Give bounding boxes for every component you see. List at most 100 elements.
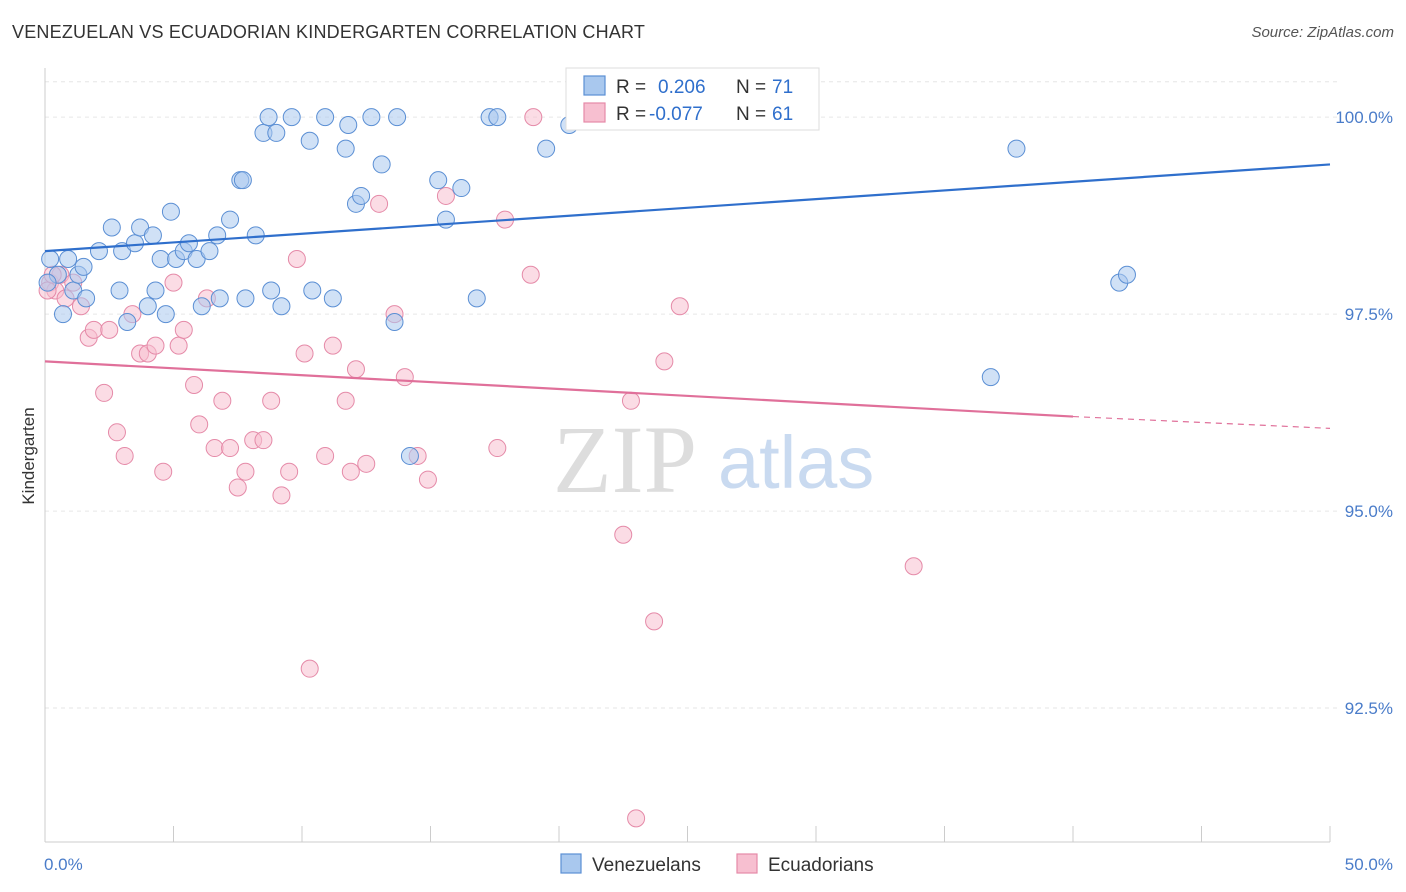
ecuadorian-point-18 — [169, 336, 188, 355]
venezuelan-point-58 — [488, 108, 507, 127]
ecuadorian-point-51 — [524, 108, 543, 127]
venezuelan-point-12 — [118, 313, 137, 331]
ecuadorian-point-19 — [174, 320, 193, 339]
ecuadorian-point-38 — [336, 391, 355, 410]
ecuadorian-point-15 — [146, 336, 165, 355]
y-tick-label-0: 92.5% — [1345, 699, 1393, 718]
venezuelan-point-55 — [452, 179, 471, 198]
venezuelan-point-40 — [300, 131, 319, 150]
venezuelan-point-59 — [537, 139, 556, 158]
ecuadorian-point-24 — [213, 391, 232, 410]
venezuelans-points — [38, 108, 1136, 465]
x-tick-label-1: 50.0% — [1345, 855, 1393, 874]
venezuelan-point-41 — [303, 281, 322, 300]
venezuelan-point-8 — [89, 242, 108, 261]
venezuelan-point-32 — [236, 289, 255, 308]
ecuadorian-point-37 — [323, 336, 342, 355]
venezuelan-point-6 — [74, 257, 93, 276]
ecuadorian-point-46 — [418, 470, 437, 489]
legend-swatch-ecuadorians — [583, 102, 606, 123]
legend-r-value-ecuadorians: -0.077 — [649, 104, 703, 125]
legend-n-label-venezuelans: N = — [736, 77, 766, 98]
correlation-legend: R = 0.206 N = 71 R = -0.077 N = 61 — [565, 67, 820, 131]
ecuadorian-point-11 — [115, 446, 134, 465]
venezuelan-point-18 — [151, 249, 170, 268]
venezuelan-point-64 — [1007, 139, 1026, 158]
ecuadorian-point-8 — [95, 383, 114, 402]
venezuelan-point-37 — [267, 123, 286, 142]
y-tick-label-2: 97.5% — [1345, 305, 1393, 324]
venezuelan-point-33 — [246, 226, 265, 245]
watermark-atlas: atlas — [718, 421, 874, 504]
venezuelan-point-16 — [143, 226, 162, 245]
venezuelan-point-35 — [259, 108, 278, 127]
x-tick-label-0: 0.0% — [44, 855, 83, 874]
venezuelan-point-50 — [385, 313, 404, 331]
venezuelan-point-52 — [400, 446, 419, 465]
venezuelan-point-51 — [388, 108, 407, 127]
ecuadorian-point-36 — [316, 446, 335, 465]
legend-r-value-venezuelans: 0.206 — [658, 77, 706, 98]
ecuadorians-trend-extension — [1072, 415, 1331, 429]
venezuelan-point-15 — [138, 297, 157, 316]
venezuelan-point-45 — [339, 116, 358, 135]
bottom-legend-venezuelans: Venezuelans — [592, 855, 701, 876]
legend-n-value-ecuadorians: 61 — [772, 104, 793, 125]
watermark: ZIP atlas — [553, 406, 874, 513]
venezuelan-point-42 — [316, 108, 335, 127]
ecuadorian-point-48 — [488, 439, 507, 458]
source-note: Source: ZipAtlas.com — [1251, 24, 1394, 41]
venezuelan-point-10 — [110, 281, 129, 300]
ecuadorian-point-55 — [645, 612, 664, 631]
chart-title: VENEZUELAN VS ECUADORIAN KINDERGARTEN CO… — [12, 22, 646, 42]
venezuelan-point-20 — [161, 202, 180, 221]
venezuelan-point-31 — [233, 171, 252, 190]
venezuelan-point-39 — [282, 108, 301, 127]
legend-r-label-ecuadorians: R = — [616, 104, 646, 125]
venezuelan-point-17 — [146, 281, 165, 300]
axes — [44, 68, 1331, 843]
ecuadorian-point-34 — [295, 344, 314, 363]
legend-n-value-venezuelans: 71 — [772, 77, 793, 98]
ecuadorian-point-35 — [300, 659, 319, 678]
ecuadorian-point-20 — [185, 376, 204, 395]
ecuadorian-point-58 — [904, 557, 923, 576]
ecuadorian-point-10 — [107, 423, 126, 442]
x-tick-labels: 0.0% 50.0% — [44, 855, 1393, 874]
ecuadorian-point-23 — [205, 439, 224, 458]
trend-lines — [44, 163, 1331, 429]
ecuadorian-point-40 — [346, 360, 365, 379]
ecuadorian-point-53 — [621, 391, 640, 410]
watermark-zip: ZIP — [553, 406, 697, 513]
ecuadorian-point-17 — [164, 273, 183, 292]
ecuadorian-point-33 — [287, 249, 306, 268]
venezuelan-point-7 — [77, 289, 96, 308]
legend-n-label-ecuadorians: N = — [736, 104, 766, 125]
venezuelans-trend-line — [44, 163, 1331, 253]
venezuelan-point-23 — [179, 234, 198, 253]
venezuelan-point-66 — [1117, 265, 1136, 284]
y-tick-labels: 92.5% 95.0% 97.5% 100.0% — [1335, 108, 1393, 718]
venezuelan-point-53 — [429, 171, 448, 190]
ecuadorian-point-47 — [436, 186, 455, 205]
legend-r-label-venezuelans: R = — [616, 77, 646, 98]
venezuelan-point-56 — [467, 289, 486, 308]
venezuelan-point-43 — [323, 289, 342, 308]
ecuadorians-trend-line — [44, 360, 1074, 418]
ecuadorian-point-31 — [272, 486, 291, 505]
venezuelan-point-0 — [41, 249, 60, 268]
venezuelan-point-48 — [362, 108, 381, 127]
venezuelan-point-27 — [208, 226, 227, 245]
ecuadorian-point-57 — [670, 297, 689, 316]
ecuadorian-point-44 — [395, 368, 414, 387]
y-tick-label-1: 95.0% — [1345, 502, 1393, 521]
venezuelan-point-67 — [38, 273, 57, 292]
venezuelan-point-25 — [192, 297, 211, 316]
venezuelan-point-9 — [102, 218, 121, 237]
venezuelan-point-3 — [59, 249, 78, 268]
ecuadorian-point-52 — [614, 525, 633, 544]
bottom-legend-ecuadorians: Ecuadorians — [768, 855, 874, 876]
venezuelan-point-63 — [981, 368, 1000, 387]
legend-box — [565, 67, 820, 131]
